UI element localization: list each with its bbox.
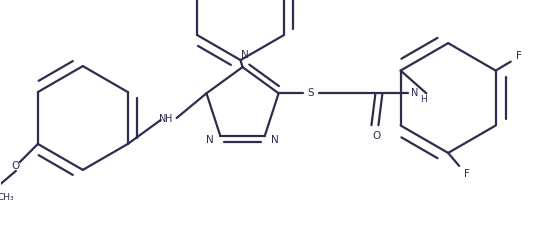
Text: H: H: [165, 114, 172, 124]
Text: N: N: [271, 135, 279, 145]
Text: S: S: [307, 88, 314, 98]
Text: N: N: [159, 114, 166, 124]
Text: H: H: [420, 95, 427, 104]
Text: O: O: [372, 131, 380, 141]
Text: F: F: [464, 169, 470, 179]
Text: O: O: [12, 161, 20, 171]
Text: F: F: [516, 51, 521, 61]
Text: CH₃: CH₃: [0, 193, 15, 202]
Text: N: N: [241, 50, 248, 60]
Text: N: N: [411, 88, 418, 98]
Text: N: N: [207, 135, 214, 145]
